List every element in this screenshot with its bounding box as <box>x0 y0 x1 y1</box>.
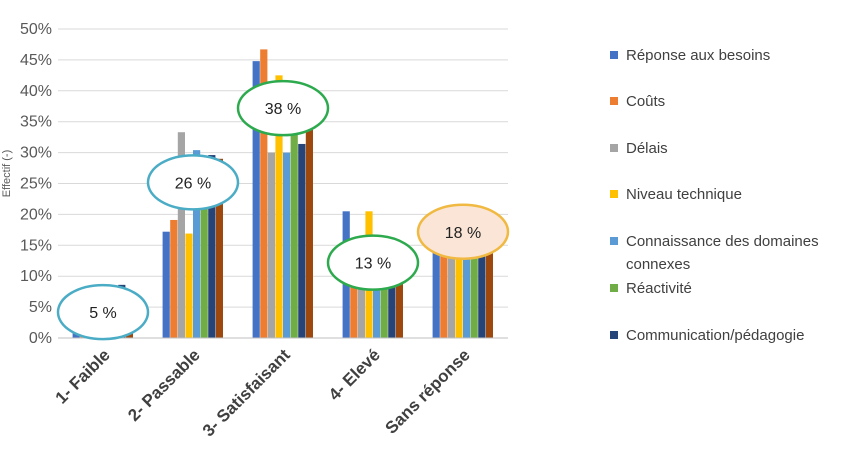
bar <box>298 143 306 338</box>
annotation-label: 38 % <box>265 101 301 118</box>
bar <box>267 152 275 338</box>
bar <box>485 226 493 338</box>
x-tick-label: 4- Elevé <box>325 345 384 404</box>
x-tick-label: 1- Faible <box>52 345 114 407</box>
y-tick-label: 45% <box>20 52 52 69</box>
bar <box>373 289 381 338</box>
legend-label: Réactivité <box>626 280 692 297</box>
y-tick-label: 30% <box>20 145 52 162</box>
legend-label: Connaissance des domaines connexes <box>626 233 819 273</box>
bar <box>290 118 298 338</box>
bar <box>463 226 471 338</box>
y-tick-label: 0% <box>29 330 52 347</box>
annotation-ellipse <box>146 154 240 211</box>
bar <box>357 279 365 338</box>
bar <box>193 150 201 338</box>
annotation-ellipse <box>416 203 510 261</box>
bar <box>215 158 223 338</box>
annotation-ellipse <box>236 79 330 137</box>
annotation-label: 13 % <box>355 256 391 273</box>
bar <box>208 155 216 338</box>
y-tick-label: 5% <box>29 299 52 316</box>
bar <box>478 229 486 338</box>
annotation-ellipse <box>56 283 150 341</box>
annotation-label: 26 % <box>175 175 211 192</box>
y-axis-ticks: 0% 5% 10% 15% 20% 25% 30% 35% 40% 45% 50% <box>20 21 52 347</box>
bar <box>380 281 388 338</box>
legend: Réponse aux besoins Coûts Délais Niveau tec… <box>610 47 819 344</box>
bar <box>283 152 291 338</box>
annotation-label: 18 % <box>445 225 481 242</box>
y-tick-label: 25% <box>20 176 52 193</box>
y-tick-label: 20% <box>20 206 52 223</box>
bar <box>185 233 193 338</box>
bar <box>170 219 178 338</box>
bar <box>350 276 358 338</box>
legend-swatch <box>610 51 618 59</box>
bar <box>440 234 448 338</box>
y-axis-label: Effectif (-) <box>1 150 13 197</box>
legend-label: Délais <box>626 140 668 157</box>
x-tick-label: Sans réponse <box>382 345 474 437</box>
legend-swatch <box>610 237 618 245</box>
y-tick-label: 50% <box>20 21 52 38</box>
bar <box>395 268 403 338</box>
bar <box>432 238 440 338</box>
legend-label: Coûts <box>626 93 665 110</box>
annotations: 5 % 26 % 38 % 13 % 18 % <box>56 79 510 341</box>
bar <box>305 121 313 338</box>
bar <box>200 183 208 338</box>
bar <box>455 228 463 338</box>
legend-label: Réponse aux besoins <box>626 47 770 64</box>
legend-swatch <box>610 144 618 152</box>
y-tick-label: 40% <box>20 83 52 100</box>
y-tick-label: 15% <box>20 237 52 254</box>
annotation-label: 5 % <box>89 305 117 322</box>
legend-label: Niveau technique <box>626 186 742 203</box>
x-tick-label: 3- Satisfaisant <box>199 345 294 440</box>
bar <box>447 229 455 338</box>
legend-swatch <box>610 97 618 105</box>
x-tick-label: 2- Passable <box>124 345 204 425</box>
bar <box>162 231 170 338</box>
bar <box>275 75 283 338</box>
bar <box>177 132 185 338</box>
bar <box>470 226 478 338</box>
y-tick-label: 10% <box>20 268 52 285</box>
bar <box>260 49 268 338</box>
annotation-ellipse <box>326 234 420 291</box>
bar <box>252 61 260 338</box>
y-tick-label: 35% <box>20 114 52 131</box>
legend-swatch <box>610 331 618 339</box>
legend-label: Communication/pédagogie <box>626 327 804 344</box>
bar <box>388 283 396 338</box>
legend-swatch <box>610 190 618 198</box>
legend-swatch <box>610 284 618 292</box>
